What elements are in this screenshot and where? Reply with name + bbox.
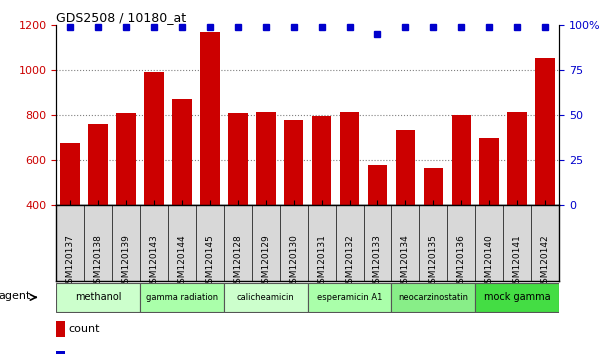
Bar (172, 99, 192, 296)
Bar (312, 116, 331, 296)
Bar (535, 57, 555, 296)
Text: esperamicin A1: esperamicin A1 (317, 293, 382, 302)
FancyBboxPatch shape (56, 283, 140, 312)
Bar (423, 168, 443, 296)
Bar (89, 124, 108, 296)
Text: neocarzinostatin: neocarzinostatin (398, 293, 469, 302)
Bar (144, 72, 164, 296)
Bar (452, 115, 471, 296)
Bar (340, 112, 359, 296)
Bar (256, 112, 276, 296)
FancyBboxPatch shape (224, 283, 308, 312)
Bar (284, 120, 304, 296)
Bar (480, 138, 499, 296)
FancyBboxPatch shape (475, 283, 559, 312)
Text: mock gamma: mock gamma (484, 292, 551, 302)
Text: gamma radiation: gamma radiation (146, 293, 218, 302)
Bar (116, 113, 136, 296)
Bar (368, 165, 387, 296)
FancyBboxPatch shape (392, 283, 475, 312)
Text: GDS2508 / 10180_at: GDS2508 / 10180_at (56, 11, 186, 24)
FancyBboxPatch shape (140, 283, 224, 312)
Text: methanol: methanol (75, 292, 122, 302)
Bar (228, 113, 247, 296)
FancyBboxPatch shape (308, 283, 392, 312)
Text: agent: agent (0, 291, 31, 301)
Bar (396, 130, 415, 296)
Text: count: count (69, 324, 100, 334)
Bar (200, 32, 219, 296)
Bar (56, 320, 65, 337)
Bar (56, 350, 65, 354)
Bar (60, 143, 80, 296)
Bar (507, 112, 527, 296)
Text: calicheamicin: calicheamicin (237, 293, 295, 302)
